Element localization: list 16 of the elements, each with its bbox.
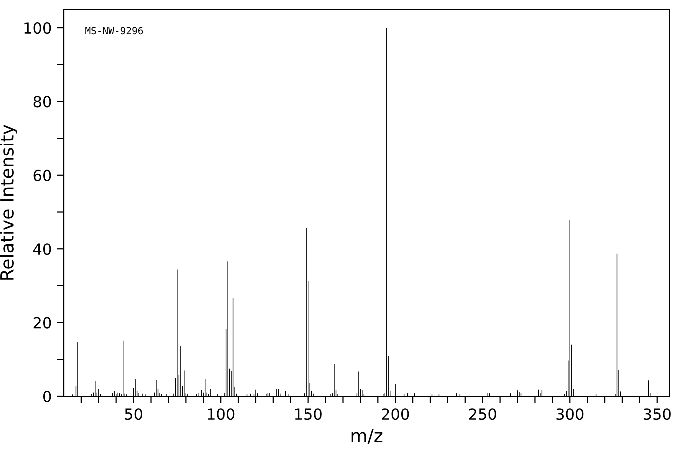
y-tick-label: 100 (24, 22, 52, 34)
y-tick-label: 20 (34, 317, 52, 329)
y-tick-label: 40 (34, 244, 52, 256)
x-tick-label: 50 (125, 408, 143, 420)
x-tick-label: 350 (644, 408, 671, 420)
x-tick-label: 300 (556, 408, 584, 420)
y-axis-title: Relative Intensity (0, 125, 18, 280)
annotation: MS-NW-9296 (86, 27, 144, 35)
x-tick-label: 150 (295, 408, 322, 420)
y-tick-label: 80 (34, 96, 52, 108)
x-tick-label: 250 (469, 408, 496, 420)
x-axis-title: m/z (352, 429, 383, 444)
y-tick-label: 60 (34, 170, 52, 182)
y-tick-label: 0 (43, 390, 52, 403)
x-tick-label: 100 (208, 408, 235, 420)
x-tick-label: 200 (382, 408, 410, 420)
